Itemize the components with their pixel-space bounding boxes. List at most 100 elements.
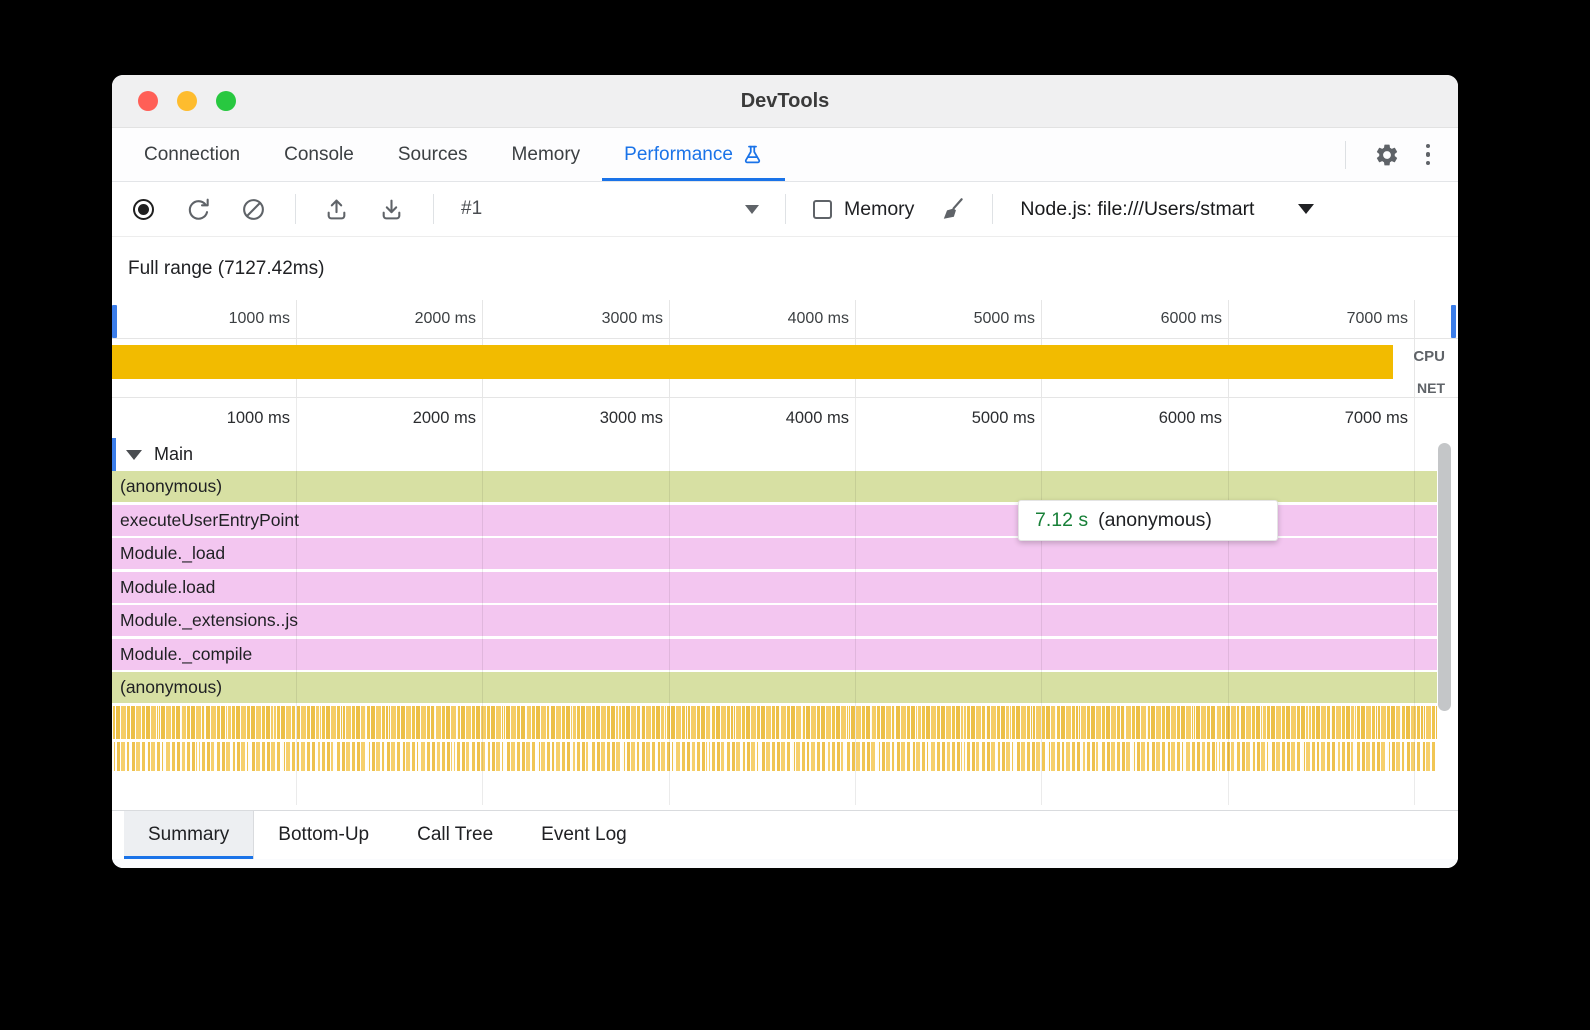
ruler-tick: 7000 ms <box>1344 409 1408 427</box>
flame-dense-calls-band-2[interactable] <box>112 742 1437 771</box>
clear-button[interactable] <box>240 196 266 222</box>
flame-row-module-compile[interactable]: Module._compile <box>112 639 1437 670</box>
upload-icon <box>327 199 345 219</box>
ruler-tick: 2000 ms <box>412 409 476 427</box>
target-dropdown-value: Node.js: file:///Users/stmart <box>1020 197 1255 220</box>
tab-call-tree-label: Call Tree <box>417 824 494 845</box>
ruler-tick: 3000 ms <box>599 409 663 427</box>
devtools-window: DevTools Connection Console Sources Memo… <box>112 75 1458 868</box>
tab-console-label: Console <box>284 143 354 165</box>
flame-row-label: (anonymous) <box>120 476 223 496</box>
overview-tick: 3000 ms <box>601 310 663 327</box>
net-row-divider <box>112 397 1458 398</box>
more-options-icon[interactable] <box>1414 143 1443 166</box>
memory-toggle-group: Memory <box>813 198 940 221</box>
tab-performance-label: Performance <box>624 143 733 165</box>
flame-tooltip: 7.12 s (anonymous) <box>1018 500 1278 541</box>
main-track-marker <box>112 438 116 471</box>
net-track-label: NET <box>1417 380 1445 396</box>
tooltip-duration: 7.12 s <box>1035 509 1089 531</box>
details-pane-strip <box>112 859 1458 868</box>
ruler-tick: 1000 ms <box>226 409 290 427</box>
tab-console[interactable]: Console <box>262 128 376 181</box>
toolbar-separator <box>295 194 296 224</box>
vertical-scrollbar-thumb[interactable] <box>1438 443 1451 711</box>
overview-tick: 4000 ms <box>787 310 849 327</box>
tabbar-right-controls <box>1331 128 1459 181</box>
overview-tick: 1000 ms <box>228 310 290 327</box>
garbage-collect-broom-icon[interactable] <box>940 196 966 222</box>
settings-gear-icon[interactable] <box>1374 142 1400 168</box>
memory-checkbox[interactable] <box>813 199 832 219</box>
reload-icon <box>188 198 209 220</box>
full-range-label: Full range (7127.42ms) <box>128 258 325 279</box>
close-window-button[interactable] <box>138 91 158 111</box>
overview-tick: 2000 ms <box>414 310 476 327</box>
flame-dense-calls-band[interactable] <box>112 706 1437 739</box>
tab-connection[interactable]: Connection <box>122 128 262 181</box>
minimize-window-button[interactable] <box>177 91 197 111</box>
performance-panel-content: Full range (7127.42ms) 1000 ms 2000 ms 3… <box>112 237 1458 868</box>
range-handle-right[interactable] <box>1451 305 1456 338</box>
chevron-down-icon <box>1298 204 1315 214</box>
cpu-track-label: CPU <box>1413 348 1445 365</box>
load-profile-button[interactable] <box>323 196 349 222</box>
tab-connection-label: Connection <box>144 143 241 165</box>
tab-bottom-up-label: Bottom-Up <box>278 824 370 845</box>
collapse-triangle-icon <box>126 449 142 460</box>
tabbar-separator <box>1344 140 1346 169</box>
ruler-tick: 4000 ms <box>785 409 849 427</box>
flame-row-label: (anonymous) <box>120 677 223 697</box>
traffic-lights <box>112 91 236 111</box>
history-dropdown[interactable]: #1 <box>461 198 759 220</box>
main-track-header[interactable]: Main <box>112 438 1437 471</box>
memory-checkbox-label: Memory <box>844 197 915 220</box>
tab-memory[interactable]: Memory <box>490 128 603 181</box>
history-dropdown-value: #1 <box>461 198 483 219</box>
zoom-window-button[interactable] <box>216 91 236 111</box>
toolbar-separator <box>433 194 434 224</box>
flame-row-anonymous-2[interactable]: (anonymous) <box>112 672 1437 703</box>
flame-row-label: Module._compile <box>120 644 253 664</box>
target-dropdown[interactable]: Node.js: file:///Users/stmart <box>1020 197 1315 221</box>
cpu-activity-band[interactable] <box>112 345 1393 379</box>
overview-tick: 6000 ms <box>1160 310 1222 327</box>
main-track-label: Main <box>154 444 194 464</box>
chevron-down-icon <box>745 204 759 214</box>
tab-performance[interactable]: Performance <box>602 128 785 181</box>
toolbar-separator <box>992 194 994 224</box>
tab-event-log[interactable]: Event Log <box>517 811 651 859</box>
flame-row-module-load[interactable]: Module.load <box>112 572 1437 603</box>
record-button[interactable] <box>130 196 156 222</box>
tooltip-label: (anonymous) <box>1098 509 1212 531</box>
ruler-tick: 5000 ms <box>971 409 1035 427</box>
toolbar-separator <box>785 194 786 224</box>
flame-row-label: Module.load <box>120 577 216 597</box>
range-handle-left[interactable] <box>112 305 117 338</box>
flame-row-label: Module._load <box>120 543 226 563</box>
details-tabbar: Summary Bottom-Up Call Tree Event Log <box>112 810 1458 859</box>
tab-sources[interactable]: Sources <box>376 128 490 181</box>
download-icon <box>382 199 400 219</box>
ruler-tick: 6000 ms <box>1158 409 1222 427</box>
tab-bottom-up[interactable]: Bottom-Up <box>254 811 393 859</box>
tab-summary-label: Summary <box>148 824 230 845</box>
flame-row-module-load-private[interactable]: Module._load <box>112 538 1437 569</box>
tab-call-tree[interactable]: Call Tree <box>393 811 517 859</box>
tab-sources-label: Sources <box>397 143 468 165</box>
flame-row-label: executeUserEntryPoint <box>120 510 299 530</box>
flame-row-anonymous[interactable]: (anonymous) <box>112 471 1437 502</box>
flame-row-label: Module._extensions..js <box>120 610 299 630</box>
flame-row-module-extensions-js[interactable]: Module._extensions..js <box>112 605 1437 636</box>
reload-and-record-button[interactable] <box>185 196 211 222</box>
overview-tick: 7000 ms <box>1346 310 1408 327</box>
save-profile-button[interactable] <box>378 196 404 222</box>
tab-summary[interactable]: Summary <box>124 811 255 859</box>
record-icon <box>132 198 154 220</box>
tab-event-log-label: Event Log <box>541 824 627 845</box>
block-icon <box>242 198 264 220</box>
tab-memory-label: Memory <box>511 143 581 165</box>
performance-toolbar: #1 Memory Node.js: file:///Users/stmart <box>112 182 1458 237</box>
experiments-flask-icon <box>744 145 761 164</box>
window-title: DevTools <box>740 89 830 112</box>
